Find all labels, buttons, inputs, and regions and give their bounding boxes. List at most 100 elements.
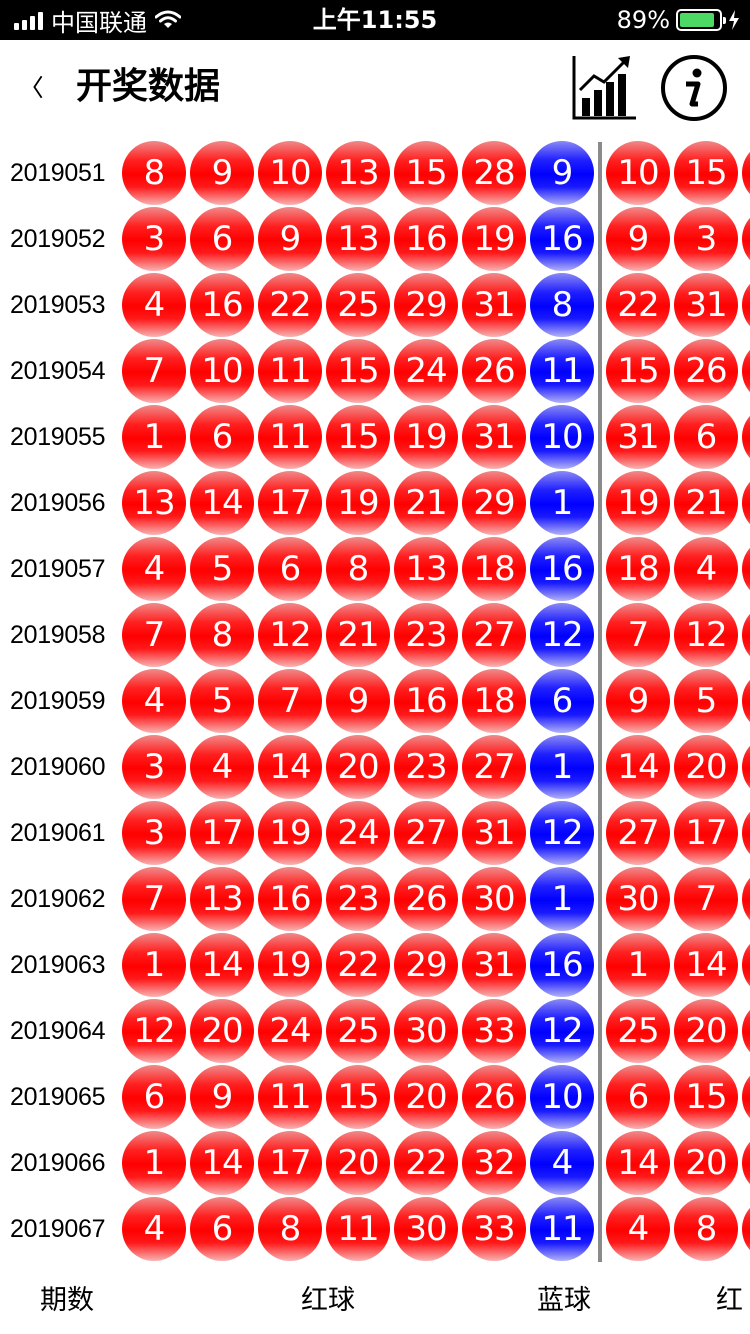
- page-title: 开奖数据: [76, 66, 221, 107]
- red-ball: 4: [190, 735, 254, 799]
- red-ball: 17: [190, 801, 254, 865]
- red-ball: 1: [122, 1131, 186, 1195]
- next-red-ball: 3: [674, 207, 738, 271]
- red-ball: 21: [326, 603, 390, 667]
- red-ball: 12: [258, 603, 322, 667]
- blue-ball: 11: [530, 339, 594, 403]
- red-ball: 24: [326, 801, 390, 865]
- red-ball: 11: [258, 339, 322, 403]
- red-ball: 3: [122, 735, 186, 799]
- red-ball: 23: [394, 603, 458, 667]
- nav-bar: 开奖数据: [0, 40, 750, 134]
- red-ball: 33: [462, 999, 526, 1063]
- red-ball: 20: [394, 1065, 458, 1129]
- red-ball: 31: [462, 933, 526, 997]
- draw-row[interactable]: 2019063 1 14 19 22 29 31 16 1 14: [0, 932, 750, 998]
- red-ball: 6: [190, 405, 254, 469]
- red-ball: 13: [326, 141, 390, 205]
- draw-row[interactable]: 2019057 4 5 6 8 13 18 16 18 4: [0, 536, 750, 602]
- red-ball: 20: [326, 735, 390, 799]
- red-ball: 8: [326, 537, 390, 601]
- draw-row[interactable]: 2019060 3 4 14 20 23 27 1 14 20: [0, 734, 750, 800]
- label-red-balls: 红球: [301, 1285, 355, 1316]
- chart-button[interactable]: [568, 54, 638, 124]
- red-ball: 6: [190, 207, 254, 271]
- red-ball: 19: [394, 405, 458, 469]
- red-ball: 15: [394, 141, 458, 205]
- red-ball: 9: [190, 1065, 254, 1129]
- blue-ball: 8: [530, 273, 594, 337]
- draw-row[interactable]: 2019061 3 17 19 24 27 31 12 27 17: [0, 800, 750, 866]
- draw-row[interactable]: 2019058 7 8 12 21 23 27 12 7 12: [0, 602, 750, 668]
- blue-ball: 16: [530, 933, 594, 997]
- red-ball: 5: [190, 669, 254, 733]
- red-ball: 27: [462, 603, 526, 667]
- next-red-ball: 20: [674, 735, 738, 799]
- red-ball: 31: [462, 273, 526, 337]
- red-ball: 18: [462, 669, 526, 733]
- draw-row[interactable]: 2019056 13 14 17 19 21 29 1 19 21: [0, 470, 750, 536]
- red-ball: 16: [190, 273, 254, 337]
- info-icon: [661, 55, 727, 121]
- draw-row[interactable]: 2019053 4 16 22 25 29 31 8 22 31: [0, 272, 750, 338]
- draw-row[interactable]: 2019059 4 5 7 9 16 18 6 9 5: [0, 668, 750, 734]
- red-ball: 21: [394, 471, 458, 535]
- blue-ball: 1: [530, 735, 594, 799]
- draw-row[interactable]: 2019066 1 14 17 20 22 32 4 14 20: [0, 1130, 750, 1196]
- draw-row[interactable]: 2019064 12 20 24 25 30 33 12 25 20: [0, 998, 750, 1064]
- red-ball: 6: [258, 537, 322, 601]
- back-button[interactable]: [16, 62, 60, 112]
- draw-row[interactable]: 2019054 7 10 11 15 24 26 11 15 26: [0, 338, 750, 404]
- red-ball: 13: [122, 471, 186, 535]
- cut-off-ball: [742, 801, 750, 865]
- blue-ball: 9: [530, 141, 594, 205]
- blue-ball: 4: [530, 1131, 594, 1195]
- blue-ball: 10: [530, 1065, 594, 1129]
- cut-off-ball: [742, 273, 750, 337]
- red-ball: 27: [462, 735, 526, 799]
- column-divider: [598, 142, 602, 1262]
- blue-ball: 16: [530, 537, 594, 601]
- red-ball: 11: [258, 1065, 322, 1129]
- cut-off-ball: [742, 735, 750, 799]
- draw-list[interactable]: 2019051 8 9 10 13 15 28 9 10 15 2019052 3 6 9 13 16 19 16…: [0, 140, 750, 1262]
- next-red-ball: 26: [674, 339, 738, 403]
- blue-ball: 12: [530, 603, 594, 667]
- period-number: 2019061: [10, 819, 106, 847]
- draw-row[interactable]: 2019062 7 13 16 23 26 30 1 30 7: [0, 866, 750, 932]
- red-ball: 1: [122, 933, 186, 997]
- red-ball: 25: [326, 273, 390, 337]
- info-button[interactable]: [660, 54, 728, 122]
- cut-off-ball: [742, 603, 750, 667]
- red-ball: 4: [122, 1197, 186, 1261]
- red-ball: 7: [122, 603, 186, 667]
- red-ball: 29: [394, 933, 458, 997]
- red-ball: 11: [326, 1197, 390, 1261]
- red-ball: 30: [394, 1197, 458, 1261]
- red-ball: 13: [190, 867, 254, 931]
- red-ball: 19: [258, 933, 322, 997]
- draw-row[interactable]: 2019067 4 6 8 11 30 33 11 4 8: [0, 1196, 750, 1262]
- red-ball: 16: [258, 867, 322, 931]
- red-ball: 12: [122, 999, 186, 1063]
- red-ball: 16: [394, 207, 458, 271]
- next-red-ball: 1: [606, 933, 670, 997]
- red-ball: 25: [326, 999, 390, 1063]
- red-ball: 14: [190, 471, 254, 535]
- next-red-ball: 15: [606, 339, 670, 403]
- draw-row[interactable]: 2019065 6 9 11 15 20 26 10 6 15: [0, 1064, 750, 1130]
- red-ball: 15: [326, 339, 390, 403]
- draw-row[interactable]: 2019055 1 6 11 15 19 31 10 31 6: [0, 404, 750, 470]
- cut-off-ball: [742, 141, 750, 205]
- red-ball: 3: [122, 801, 186, 865]
- period-number: 2019065: [10, 1083, 106, 1111]
- red-ball: 9: [258, 207, 322, 271]
- next-red-ball: 14: [606, 1131, 670, 1195]
- draw-row[interactable]: 2019051 8 9 10 13 15 28 9 10 15: [0, 140, 750, 206]
- cut-off-ball: [742, 1197, 750, 1261]
- signal-icon: [14, 10, 43, 30]
- red-ball: 23: [326, 867, 390, 931]
- red-ball: 24: [258, 999, 322, 1063]
- draw-row[interactable]: 2019052 3 6 9 13 16 19 16 9 3: [0, 206, 750, 272]
- red-ball: 20: [326, 1131, 390, 1195]
